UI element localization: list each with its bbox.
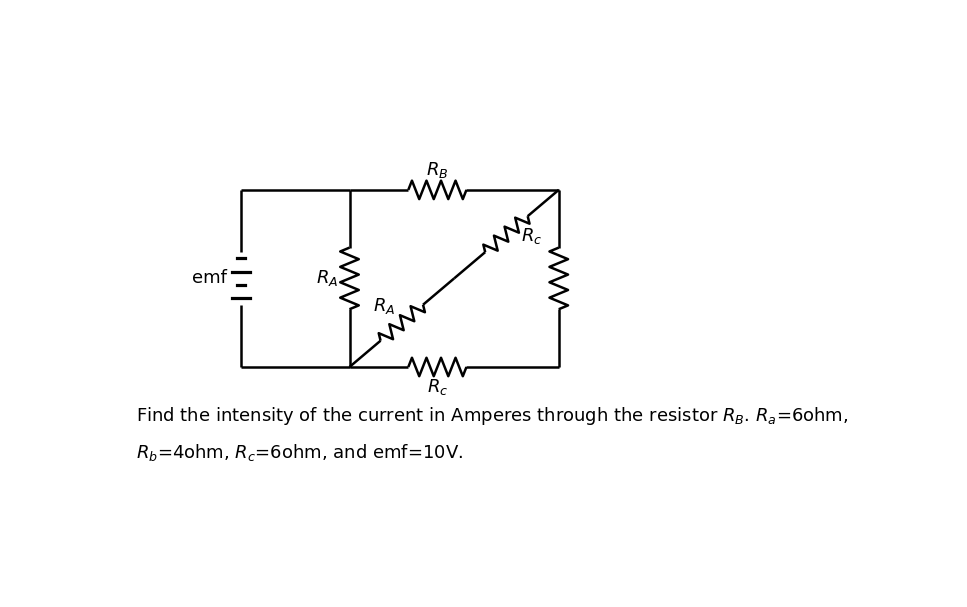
Text: emf: emf [192,270,227,288]
Text: $R_c$: $R_c$ [426,377,448,397]
Text: $R_c$: $R_c$ [521,226,542,246]
Text: $R_B$: $R_B$ [426,160,449,180]
Text: $R_A$: $R_A$ [373,296,396,316]
Text: $R_b$=4ohm, $R_c$=6ohm, and emf=10V.: $R_b$=4ohm, $R_c$=6ohm, and emf=10V. [136,442,464,463]
Text: Find the intensity of the current in Amperes through the resistor $R_B$. $R_a$=6: Find the intensity of the current in Amp… [136,405,849,427]
Text: $R_A$: $R_A$ [315,268,337,288]
